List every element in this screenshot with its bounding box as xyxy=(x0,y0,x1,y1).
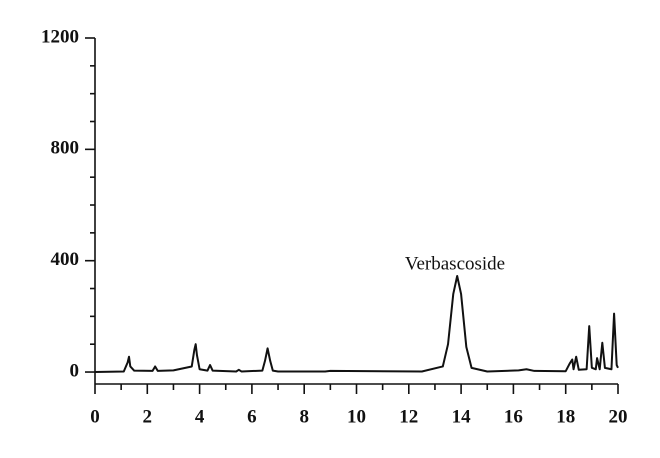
x-tick-label: 16 xyxy=(504,406,523,427)
x-tick-label: 6 xyxy=(247,406,257,427)
y-tick-label: 400 xyxy=(51,249,80,270)
x-tick-label: 4 xyxy=(195,406,205,427)
chromatogram-line xyxy=(94,275,619,374)
y-tick-label: 800 xyxy=(51,138,80,159)
x-tick-label: 20 xyxy=(609,406,628,427)
x-tick-label: 12 xyxy=(399,406,418,427)
x-tick-label: 14 xyxy=(452,406,472,427)
x-tick-label: 0 xyxy=(90,406,100,427)
x-tick-label: 10 xyxy=(347,406,366,427)
y-tick-label: 0 xyxy=(70,360,80,381)
x-tick-label: 8 xyxy=(299,406,309,427)
y-tick-label: 1200 xyxy=(41,26,79,47)
x-tick-label: 2 xyxy=(143,406,153,427)
peak-annotation: Verbascoside xyxy=(405,253,505,274)
x-tick-label: 18 xyxy=(556,406,575,427)
